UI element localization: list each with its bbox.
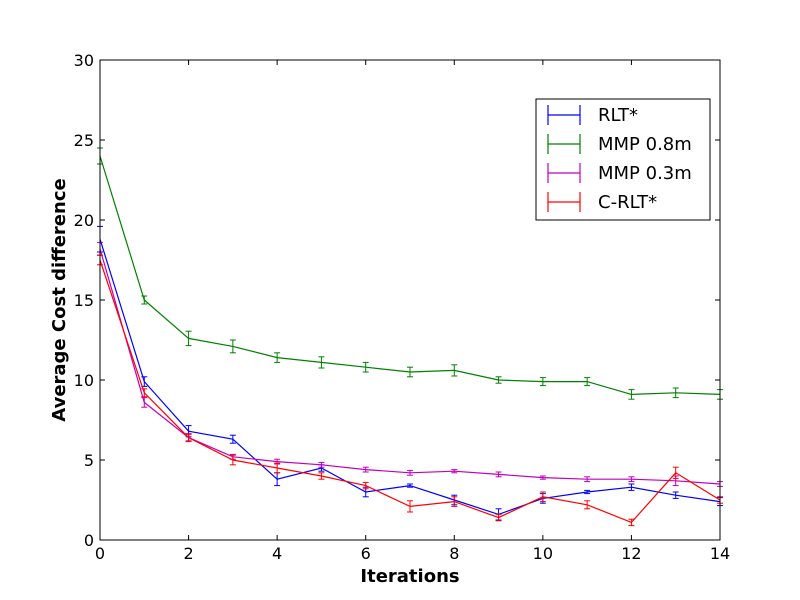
error-bar [672,466,679,479]
y-tick-label: 0 [84,531,94,550]
y-tick-label: 20 [74,211,94,230]
x-tick-label: 2 [183,544,193,563]
error-bar [407,469,413,476]
error-bar [318,356,325,369]
error-bar [672,491,679,499]
x-axis-title: Iterations [360,566,459,587]
axis-ticks: 0 2 4 6 8 10 12 14 0 5 10 15 20 25 30 [74,51,731,563]
x-tick-label: 8 [449,544,459,563]
error-bar [407,366,413,378]
error-bar [185,330,192,347]
x-tick-label: 14 [710,544,730,563]
x-tick-label: 0 [95,544,105,563]
legend-label: MMP 0.3m [598,163,692,184]
series-1 [97,147,723,400]
legend-item: C-RLT* [547,192,657,213]
error-bar [584,489,591,495]
error-bar [451,469,458,474]
y-tick-label: 10 [74,371,94,390]
error-bar [539,475,546,480]
error-bar [318,472,325,480]
error-bar [628,476,635,483]
error-bar [495,376,502,384]
legend-box [535,98,711,221]
error-bar [451,496,458,507]
series-0 [97,225,723,521]
error-bar [185,433,192,442]
legend-item: MMP 0.3m [547,163,692,184]
error-bar [141,397,148,408]
error-bar [584,377,591,387]
y-tick-label: 30 [74,51,94,70]
series-3 [97,254,723,527]
error-bar [495,471,502,478]
error-bar [539,491,546,503]
x-tick-label: 10 [533,544,553,563]
error-bar [672,387,679,399]
error-bar [539,377,546,387]
legend: RLT* MMP 0.8m MMP 0.3m C-RLT* [535,98,711,221]
error-bar [495,513,502,522]
error-bar [274,352,281,363]
error-bar [229,434,236,444]
error-bar [141,295,148,305]
error-bar [584,500,591,510]
error-bar [362,361,369,373]
error-bar [362,481,369,490]
x-tick-label: 6 [361,544,371,563]
error-bar [229,339,236,354]
x-tick-label: 12 [621,544,641,563]
y-tick-label: 15 [74,291,94,310]
y-tick-label: 25 [74,131,94,150]
legend-item: MMP 0.8m [547,134,692,155]
legend-label: RLT* [598,105,638,126]
y-tick-label: 5 [84,451,94,470]
error-bar [407,483,413,488]
error-bar [451,364,458,377]
error-bar [407,500,413,513]
legend-item: RLT* [547,105,638,126]
legend-label: MMP 0.8m [598,134,692,155]
error-bar [628,389,635,400]
series-layer [97,147,723,527]
error-bar [274,462,281,474]
error-bar [628,518,635,527]
error-bar [584,476,591,483]
error-bar [229,454,236,466]
y-axis-title: Average Cost difference [49,178,70,421]
series-2 [97,241,723,487]
x-tick-label: 4 [272,544,282,563]
error-bar [362,466,369,473]
error-bar [628,483,635,491]
legend-label: C-RLT* [598,192,657,213]
error-bar [141,388,148,398]
error-bar [318,461,325,468]
